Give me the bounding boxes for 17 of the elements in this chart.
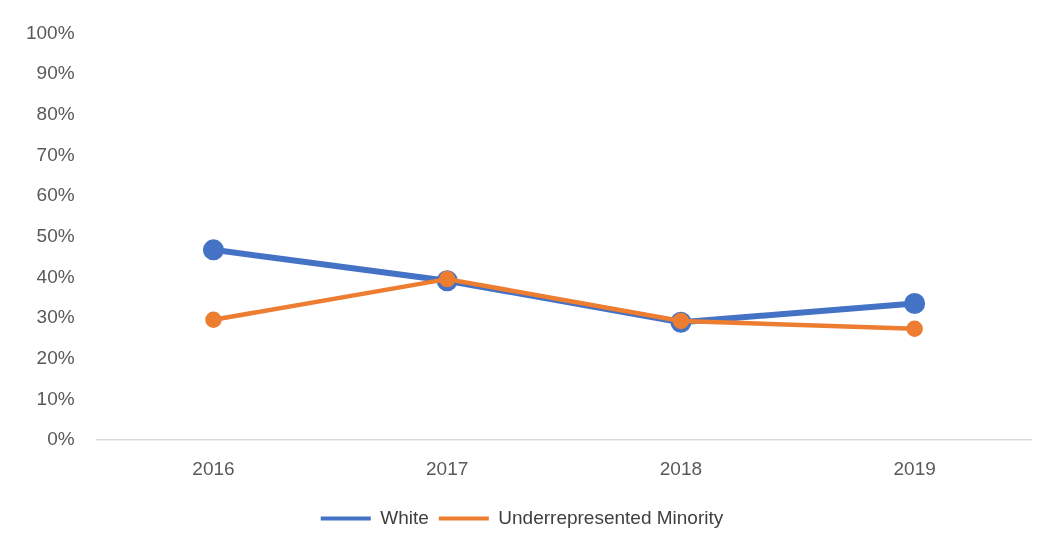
y-tick-label: 80% (36, 102, 75, 124)
y-tick-label: 60% (36, 184, 75, 206)
y-tick-label: 0% (47, 428, 75, 450)
y-tick-label: 70% (36, 143, 75, 165)
y-tick-label: 40% (36, 265, 75, 287)
legend-label: White (380, 506, 429, 528)
y-tick-label: 50% (36, 225, 75, 247)
y-tick-label: 90% (36, 62, 75, 84)
y-tick-label: 30% (36, 306, 75, 328)
x-tick-label: 2017 (426, 457, 469, 479)
y-tick-label: 20% (36, 347, 75, 369)
x-tick-label: 2019 (893, 457, 936, 479)
x-tick-label: 2016 (192, 457, 235, 479)
y-tick-label: 10% (36, 387, 75, 409)
y-tick-label: 100% (25, 21, 75, 43)
legend-label: Underrepresented Minority (498, 506, 724, 528)
x-tick-label: 2018 (659, 457, 703, 479)
